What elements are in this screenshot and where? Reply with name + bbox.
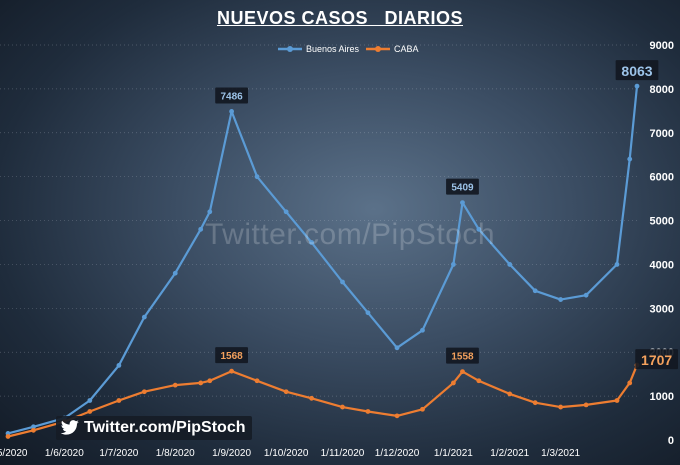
data-point: [558, 404, 564, 410]
twitter-handle: Twitter.com/PipStoch: [84, 419, 246, 436]
data-point: [31, 427, 36, 433]
data-point: [627, 156, 633, 162]
data-point: [229, 109, 235, 114]
data-point: [340, 404, 345, 410]
data-point: [116, 362, 122, 368]
data-point: [141, 389, 147, 395]
x-tick-label: 1/7/2020: [99, 448, 138, 459]
data-point: [614, 398, 620, 403]
data-point: [476, 226, 482, 232]
y-tick-label: 3000: [650, 303, 674, 315]
data-point: [365, 409, 371, 414]
chart-title: NUEVOS CASOS DIARIOS: [216, 8, 464, 28]
data-point: [283, 389, 289, 395]
data-point: [420, 406, 425, 412]
legend-swatch-marker: [287, 46, 293, 52]
data-point: [420, 327, 425, 333]
x-tick-label: 1/8/2020: [156, 448, 195, 459]
y-tick-label: 7000: [650, 128, 674, 140]
data-point: [394, 345, 400, 351]
data-point: [340, 279, 345, 285]
data-point: [532, 288, 538, 294]
data-point: [198, 226, 204, 232]
y-tick-label: 0: [668, 435, 674, 447]
data-point: [87, 409, 93, 414]
x-axis-ticks: 1/5/2020 1/6/2020 1/7/2020 1/8/2020 1/9/2020…: [0, 448, 581, 459]
x-tick-label: 1/11/2020: [321, 448, 365, 459]
data-point: [207, 209, 213, 215]
y-tick-label: 8000: [650, 84, 674, 96]
x-tick-label: 1/12/2020: [375, 448, 420, 459]
series-buenos-aires: [5, 83, 640, 436]
x-tick-label: 1/10/2020: [264, 448, 309, 459]
data-point: [283, 209, 289, 215]
data-point: [31, 424, 36, 430]
data-point: [558, 297, 564, 302]
y-tick-label: 4000: [650, 259, 674, 271]
data-point: [507, 262, 513, 267]
legend-label: Buenos Aires: [306, 44, 360, 54]
legend-swatch-marker: [375, 46, 381, 52]
annotation-box: [446, 347, 479, 364]
data-point: [614, 262, 620, 267]
annotation-box: [615, 60, 659, 81]
data-point: [583, 292, 589, 298]
annotation-label: 1707: [641, 352, 672, 368]
data-point: [309, 240, 314, 245]
data-point: [450, 262, 456, 267]
data-point: [634, 83, 640, 89]
y-tick-label: 1000: [650, 391, 674, 403]
y-axis-ticks: 0100020003000400050006000700080009000: [650, 40, 674, 447]
y-tick-label: 5000: [650, 216, 674, 228]
data-point: [309, 395, 314, 401]
data-point: [627, 380, 633, 386]
data-point: [583, 402, 589, 408]
legend-label: CABA: [394, 44, 419, 54]
data-point: [460, 200, 465, 206]
annotation-label: 8063: [621, 63, 652, 79]
twitter-badge: Twitter.com/PipStoch: [56, 416, 252, 440]
y-tick-label: 6000: [650, 172, 674, 184]
annotation-label: 1568: [220, 351, 243, 362]
annotation-box: [635, 349, 678, 370]
data-point: [507, 391, 513, 397]
y-tick-label: 9000: [650, 40, 674, 52]
annotation-box: [215, 347, 249, 364]
data-point: [254, 174, 260, 180]
data-point: [460, 369, 465, 375]
x-tick-label: 1/3/2021: [541, 448, 580, 459]
data-point: [198, 380, 204, 386]
data-annotations: 7486 5409 8063 1568 1558 1707: [215, 60, 678, 370]
data-point: [87, 398, 93, 403]
data-point: [365, 310, 371, 316]
x-tick-label: 1/6/2020: [45, 448, 84, 459]
x-tick-label: 1/5/2020: [0, 448, 28, 459]
data-point: [207, 378, 213, 384]
data-point: [394, 413, 400, 419]
data-point: [450, 380, 456, 386]
x-tick-label: 1/2/2021: [490, 448, 529, 459]
data-point: [172, 382, 178, 388]
data-point: [5, 434, 11, 439]
annotation-label: 5409: [451, 183, 474, 194]
data-point: [229, 368, 235, 374]
watermark-text: Twitter.com/PipStoch: [205, 218, 496, 251]
data-point: [172, 270, 178, 276]
annotation-box: [446, 178, 479, 195]
series-line: [7, 85, 639, 435]
annotation-label: 1558: [451, 352, 474, 363]
annotation-box: [215, 87, 249, 104]
legend: Buenos Aires CABA: [278, 44, 419, 54]
x-tick-label: 1/9/2020: [212, 448, 251, 459]
x-tick-label: 1/1/2021: [434, 448, 473, 459]
annotation-label: 7486: [220, 91, 243, 102]
twitter-bird-icon: [60, 420, 79, 435]
data-point: [254, 378, 260, 384]
data-point: [116, 398, 122, 403]
data-point: [476, 378, 482, 384]
data-point: [141, 314, 147, 320]
data-point: [532, 400, 538, 406]
